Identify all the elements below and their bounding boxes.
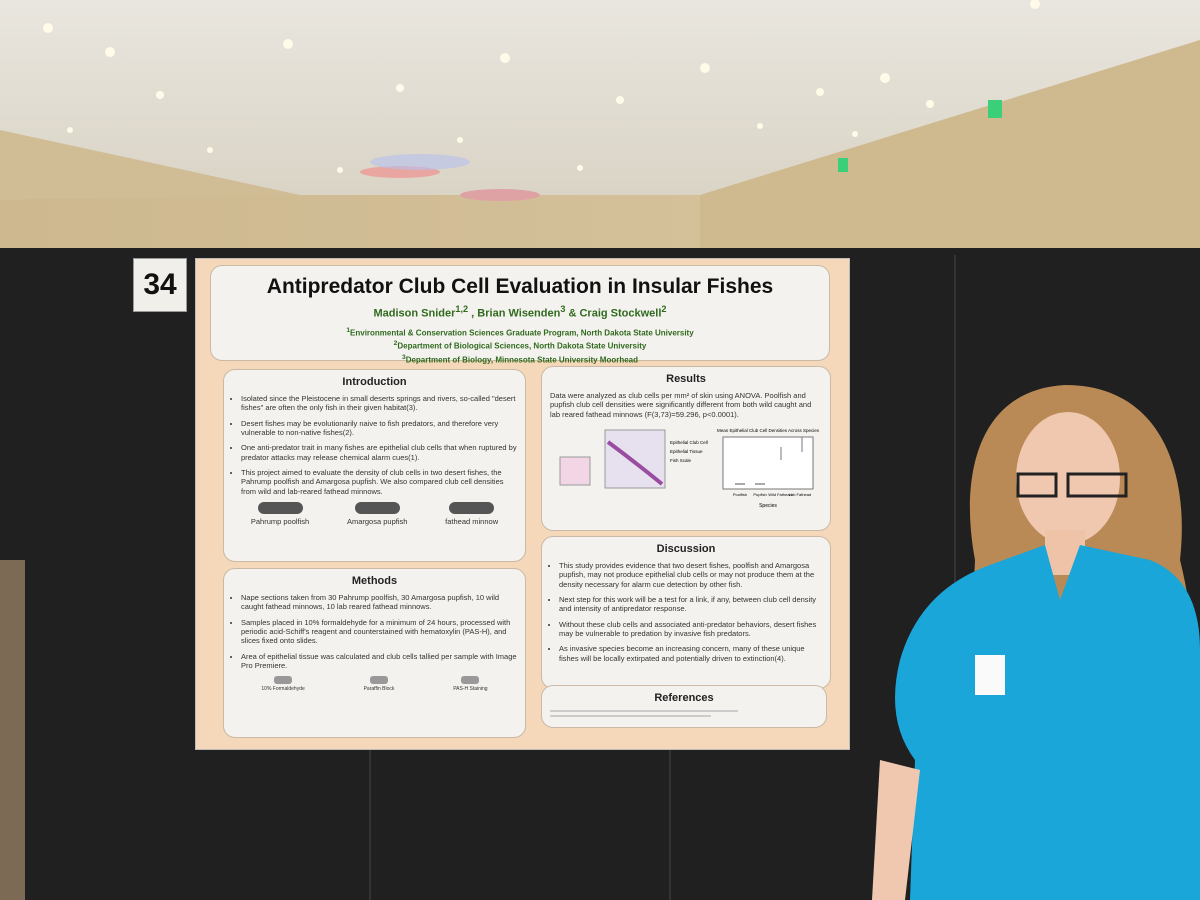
fish: Amargosa pupfish	[347, 502, 407, 526]
affiliation: 1Environmental & Conservation Sciences G…	[219, 326, 821, 340]
results-figure: Mean Epithelial Club Cell Densities Acro…	[559, 428, 820, 509]
results-text: Data were analyzed as club cells per mm²…	[550, 390, 812, 419]
author-sup: 3	[560, 304, 566, 315]
affiliation-text: Department of Biology, Minnesota State U…	[405, 355, 639, 365]
heading: References	[654, 692, 714, 704]
author-sep: ,	[468, 307, 478, 320]
bullet: Without these club cells and associated …	[559, 620, 822, 639]
affiliation: 2Department of Biological Sciences, Nort…	[219, 339, 821, 353]
fish-caption: fathead minnow	[445, 517, 499, 527]
figure-label: Epithelial Tissue	[670, 449, 703, 454]
heading: Methods	[351, 575, 398, 587]
author-name: Madison Snider	[373, 307, 456, 320]
bullet: Nape sections taken from 30 Pahrump pool…	[241, 593, 517, 612]
header: Antipredator Club Cell Evaluation in Ins…	[210, 265, 830, 365]
affiliation-sup: 1	[346, 326, 351, 334]
bullet: As invasive species become an increasing…	[559, 644, 822, 663]
heading: Results	[666, 373, 706, 385]
step-icon	[274, 676, 293, 685]
step: Paraffin Block	[363, 676, 395, 693]
affiliation-text: Department of Biological Sciences, North…	[397, 341, 647, 351]
authors: Madison Snider1,2 , Brian Wisenden3 & Cr…	[219, 304, 821, 321]
affiliation: 3Department of Biology, Minnesota State …	[219, 353, 821, 367]
step-label: PAS-H Staining	[453, 686, 488, 693]
affiliation-text: Environmental & Conservation Sciences Gr…	[350, 328, 694, 338]
bullet: Desert fishes may be evolutionarily naiv…	[241, 419, 517, 438]
fish: Pahrump poolfish	[251, 502, 309, 526]
chart-category: Pupfish	[753, 492, 766, 497]
chart-category: Lab Fathead	[789, 492, 811, 497]
affiliations: 1Environmental & Conservation Sciences G…	[219, 326, 821, 367]
author-name: Craig Stockwell	[579, 307, 662, 320]
bullet: Isolated since the Pleistocene in small …	[241, 394, 517, 413]
step-label: Paraffin Block	[363, 686, 395, 693]
references: References	[541, 685, 827, 728]
results: Results Data were analyzed as club cells…	[541, 366, 831, 531]
chart-category: Wild Fathead	[768, 492, 792, 497]
fish-image	[257, 502, 303, 515]
step-label: 10% Formaldehyde	[261, 686, 305, 693]
author-sup: 2	[661, 304, 667, 315]
title: Antipredator Club Cell Evaluation in Ins…	[266, 275, 774, 298]
fish-row: Pahrump poolfish Amargosa pupfish fathead …	[232, 502, 517, 526]
bullets: Nape sections taken from 30 Pahrump pool…	[232, 593, 517, 671]
figure-label: Epithelial Club Cell	[670, 440, 708, 445]
board-number: 34	[133, 258, 187, 312]
chart-x-label: Species	[759, 503, 777, 509]
step-icon	[369, 676, 388, 685]
introduction: Introduction Isolated since the Pleistoc…	[223, 369, 526, 562]
methods: Methods Nape sections taken from 30 Pahr…	[223, 568, 526, 738]
bullets: Isolated since the Pleistocene in small …	[232, 394, 517, 496]
bullet: This study provides evidence that two de…	[559, 561, 822, 589]
bullet: Next step for this work will be a test f…	[559, 595, 822, 614]
author-name: Brian Wisenden	[477, 307, 561, 320]
fish: fathead minnow	[445, 502, 498, 526]
affiliation-sup: 3	[401, 353, 406, 361]
discussion: Discussion This study provides evidence …	[541, 536, 831, 689]
bullet: Area of epithelial tissue was calculated…	[241, 652, 517, 671]
chart-title: Mean Epithelial Club Cell Densities Acro…	[717, 428, 820, 433]
figure-label: Fish Scale	[670, 458, 692, 463]
bullets: This study provides evidence that two de…	[550, 561, 822, 663]
affiliation-sup: 2	[393, 340, 398, 348]
step: 10% Formaldehyde	[261, 676, 305, 693]
heading: Introduction	[342, 376, 407, 388]
step: PAS-H Staining	[453, 676, 488, 693]
bullet: Samples placed in 10% formaldehyde for a…	[241, 618, 517, 646]
steps: 10% Formaldehyde Paraffin Block PAS-H Stai…	[232, 676, 517, 692]
fish-caption: Pahrump poolfish	[250, 517, 310, 527]
fish-image	[449, 502, 495, 515]
author-sup: 1,2	[455, 304, 469, 315]
step-icon	[461, 676, 480, 685]
chart-category: Poolfish	[733, 492, 747, 497]
fish-caption: Amargosa pupfish	[346, 517, 408, 527]
heading: Discussion	[656, 543, 716, 555]
bullet: This project aimed to evaluate the densi…	[241, 468, 517, 496]
author-sep: &	[565, 307, 580, 320]
fish-image	[354, 502, 400, 515]
bullet: One anti-predator trait in many fishes a…	[241, 443, 517, 462]
poster: Antipredator Club Cell Evaluation in Ins…	[195, 258, 850, 750]
